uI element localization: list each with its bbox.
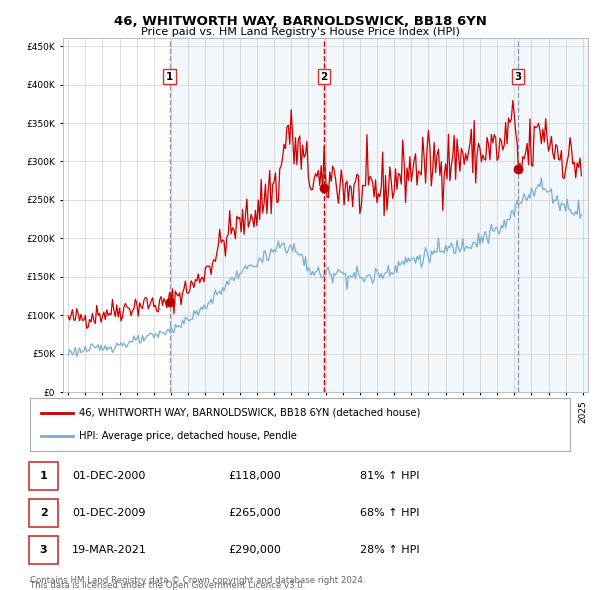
Text: Contains HM Land Registry data © Crown copyright and database right 2024.: Contains HM Land Registry data © Crown c… — [30, 576, 365, 585]
Text: 2: 2 — [40, 508, 47, 518]
Text: 1: 1 — [166, 72, 173, 82]
Text: 28% ↑ HPI: 28% ↑ HPI — [360, 545, 419, 555]
Text: 68% ↑ HPI: 68% ↑ HPI — [360, 508, 419, 518]
Bar — [324, 38, 518, 392]
Text: 3: 3 — [40, 545, 47, 555]
Text: 81% ↑ HPI: 81% ↑ HPI — [360, 471, 419, 481]
Text: £118,000: £118,000 — [228, 471, 281, 481]
Text: Price paid vs. HM Land Registry's House Price Index (HPI): Price paid vs. HM Land Registry's House … — [140, 27, 460, 37]
Text: 3: 3 — [514, 72, 521, 82]
Text: 1: 1 — [40, 471, 47, 481]
Text: £265,000: £265,000 — [228, 508, 281, 518]
Text: 01-DEC-2009: 01-DEC-2009 — [72, 508, 146, 518]
Text: 19-MAR-2021: 19-MAR-2021 — [72, 545, 147, 555]
Text: HPI: Average price, detached house, Pendle: HPI: Average price, detached house, Pend… — [79, 431, 296, 441]
Text: 01-DEC-2000: 01-DEC-2000 — [72, 471, 145, 481]
FancyBboxPatch shape — [30, 398, 570, 451]
Text: £290,000: £290,000 — [228, 545, 281, 555]
Text: 46, WHITWORTH WAY, BARNOLDSWICK, BB18 6YN: 46, WHITWORTH WAY, BARNOLDSWICK, BB18 6Y… — [113, 15, 487, 28]
Text: 2: 2 — [320, 72, 328, 82]
Bar — [518, 38, 588, 392]
Text: This data is licensed under the Open Government Licence v3.0.: This data is licensed under the Open Gov… — [30, 581, 305, 590]
Text: 46, WHITWORTH WAY, BARNOLDSWICK, BB18 6YN (detached house): 46, WHITWORTH WAY, BARNOLDSWICK, BB18 6Y… — [79, 408, 420, 418]
Bar — [170, 38, 324, 392]
